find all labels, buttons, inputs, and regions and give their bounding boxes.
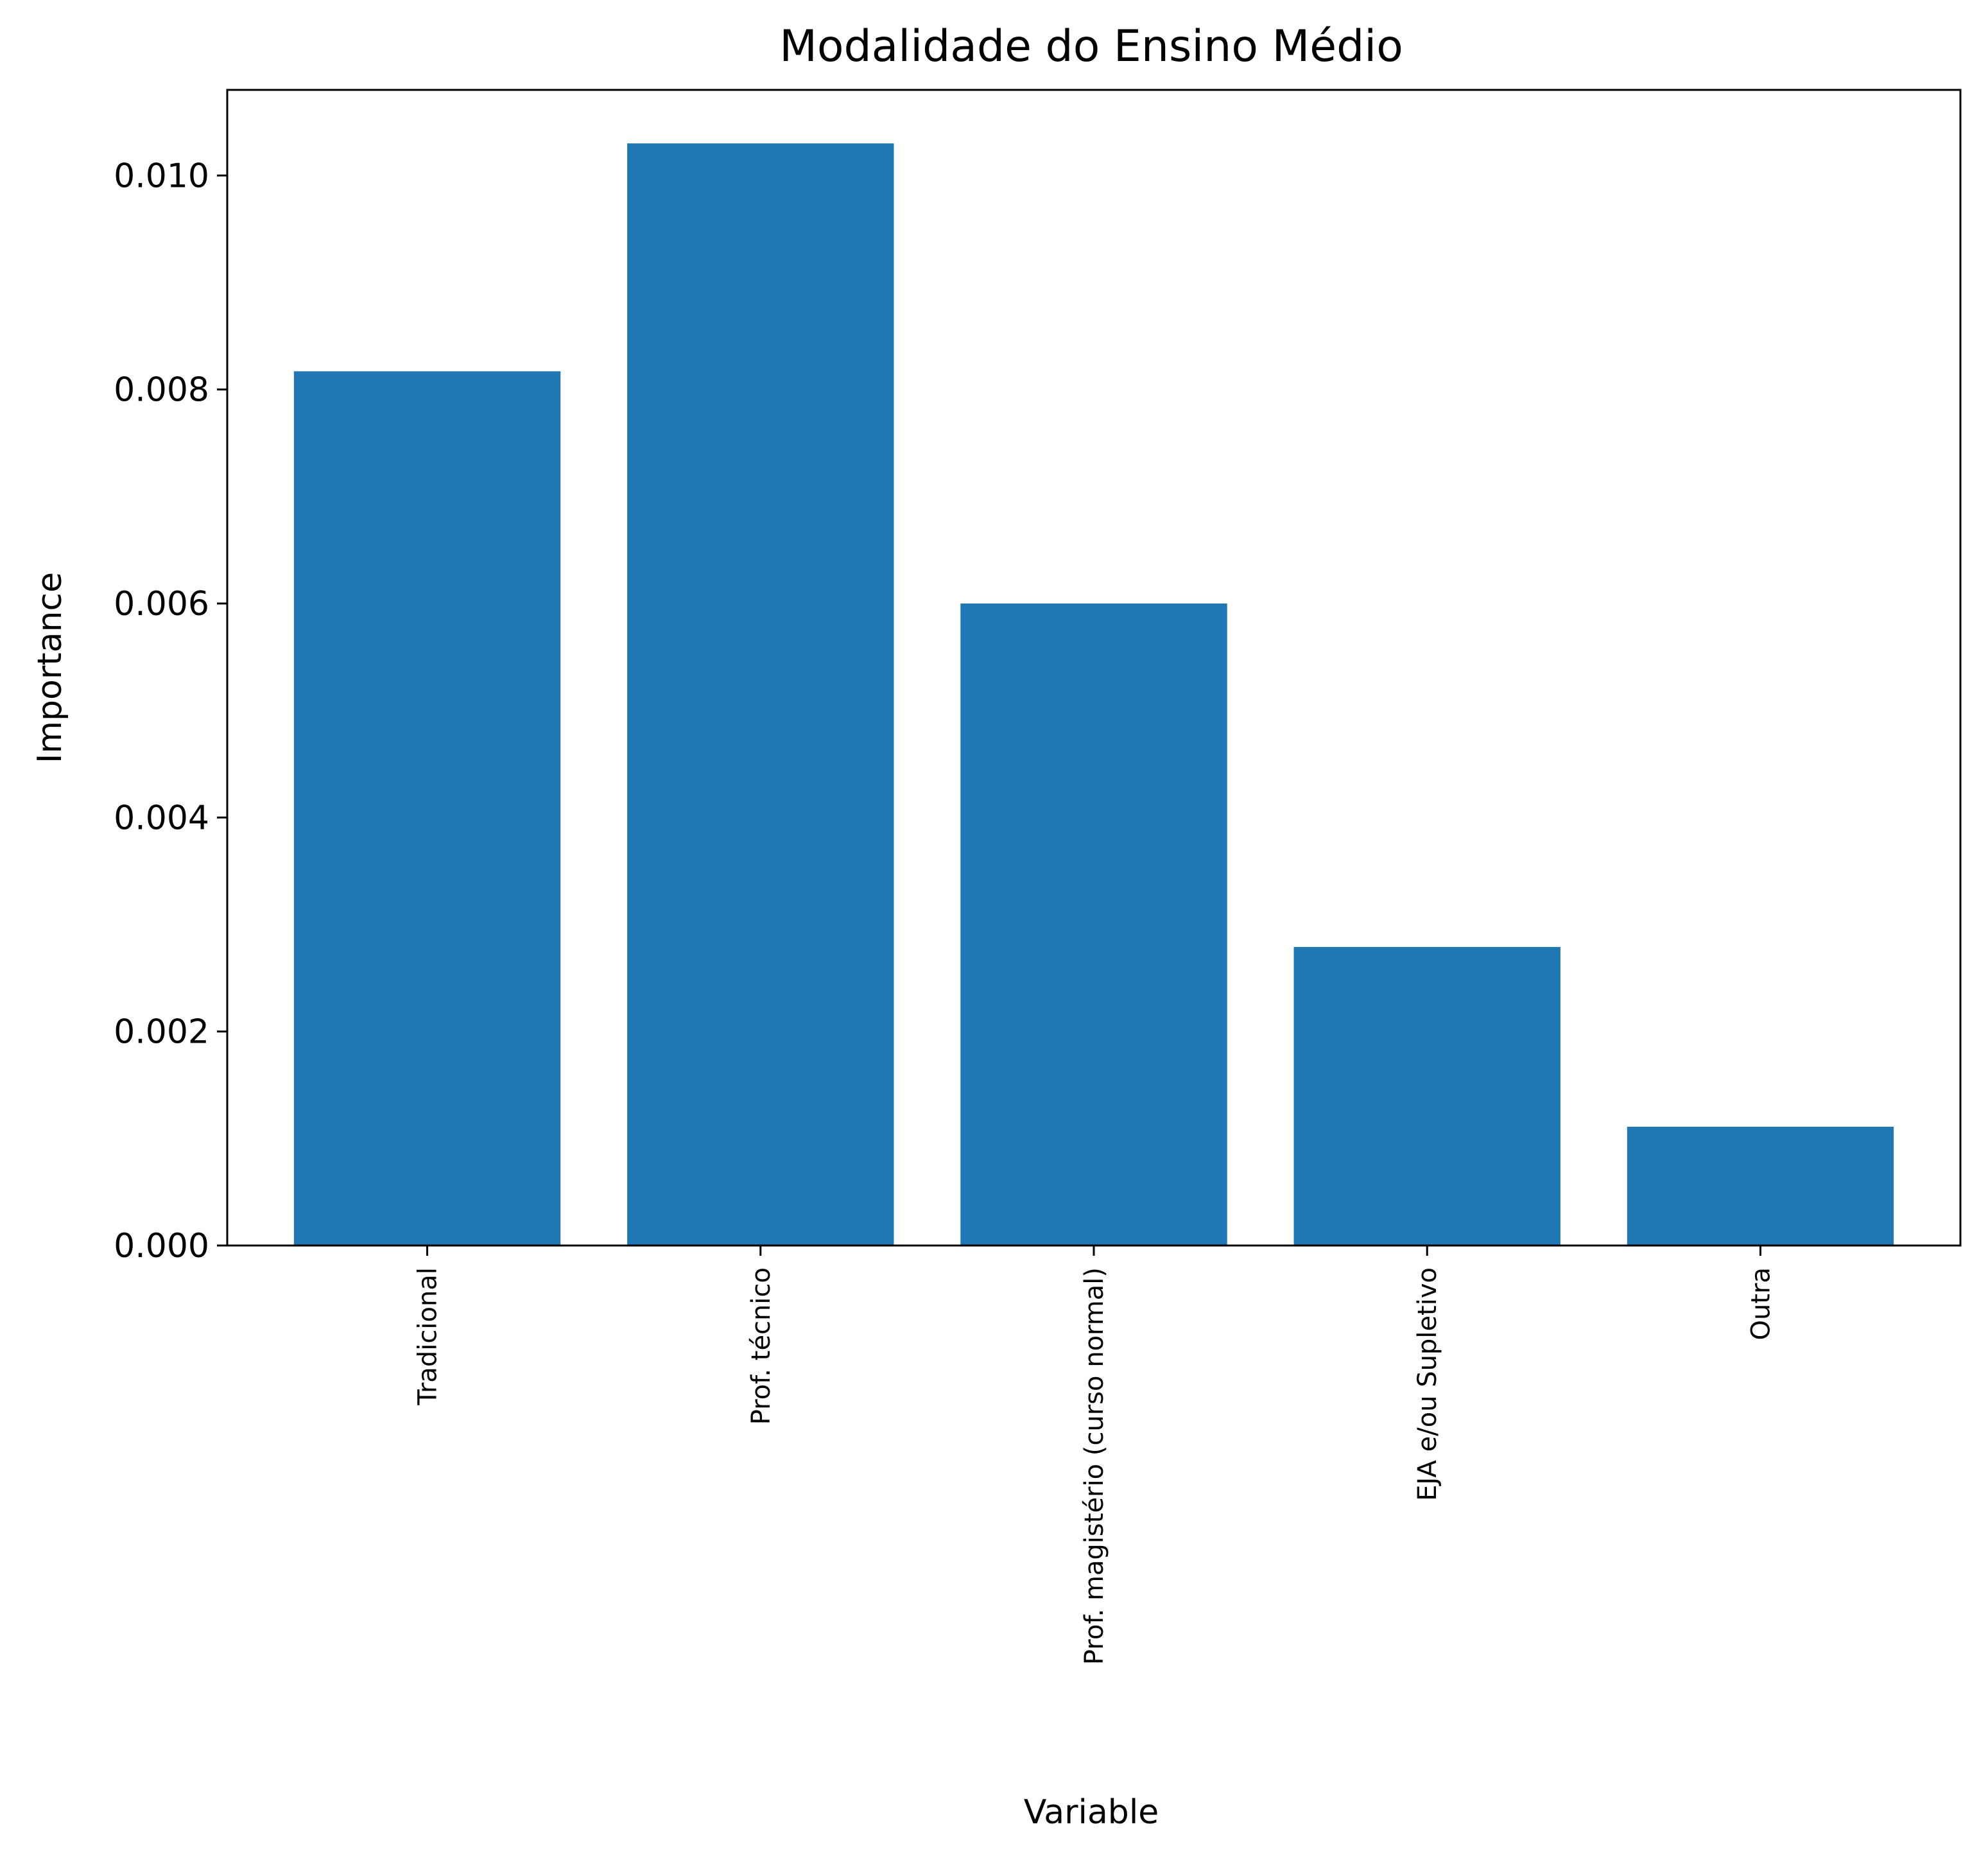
y-tick-label: 0.000	[114, 1227, 209, 1265]
plot-frame	[226, 89, 1962, 1247]
y-tick-label: 0.004	[114, 799, 209, 837]
bar-0	[293, 371, 561, 1246]
bars-group	[293, 143, 1894, 1246]
y-tick-label: 0.006	[114, 585, 209, 623]
y-axis: 0.000 0.002 0.004 0.006 0.008 0.010	[114, 157, 227, 1265]
y-tick-label: 0.002	[114, 1013, 209, 1052]
x-tick-label: Outra	[1746, 1267, 1776, 1340]
x-tick-label: EJA e/ou Supletivo	[1413, 1267, 1442, 1501]
x-tick-label: Prof. magistério (curso normal)	[1080, 1267, 1109, 1665]
bar-2	[960, 603, 1227, 1246]
y-tick-label: 0.010	[114, 157, 209, 195]
x-axis-label: Variable	[1024, 1793, 1159, 1832]
y-tick-label: 0.008	[114, 371, 209, 410]
x-tick-label: Tradicional	[413, 1267, 443, 1406]
bar-3	[1293, 947, 1560, 1246]
x-tick-label: Prof. técnico	[747, 1267, 776, 1425]
bar-1	[627, 143, 894, 1246]
x-axis: Tradicional Prof. técnico Prof. magistério…	[413, 1246, 1776, 1665]
bar-4	[1627, 1127, 1894, 1246]
y-axis-label: Importance	[31, 572, 69, 763]
chart-title: Modalidade do Ensino Médio	[779, 21, 1403, 72]
